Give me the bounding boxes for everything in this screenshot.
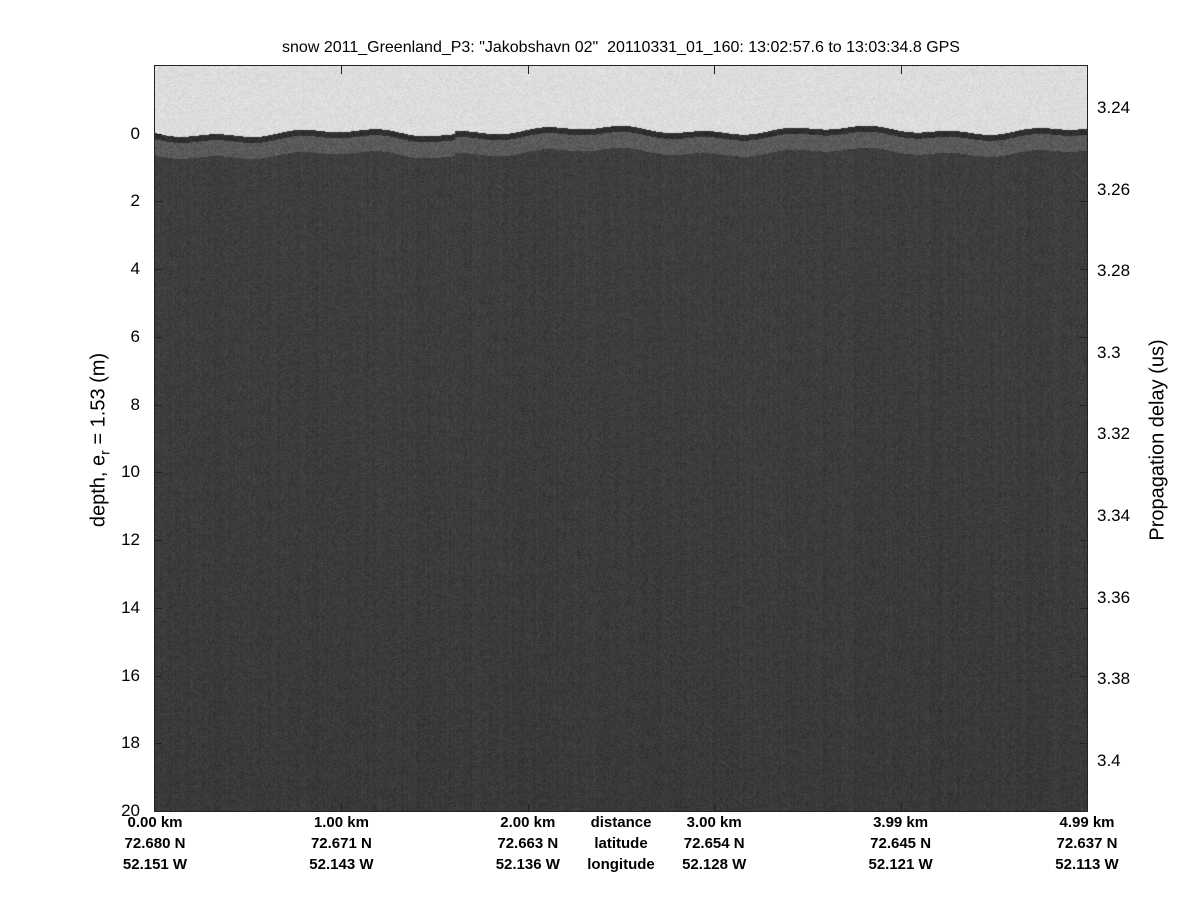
x-tick-label-distance: 3.99 km <box>873 814 929 831</box>
y-tick-mark <box>155 269 162 271</box>
x-tick-label-distance: 3.00 km <box>686 814 742 831</box>
echogram-plot-area <box>155 66 1087 811</box>
x-tick-mark-bottom <box>900 803 902 811</box>
y-label-suffix: = 1.53 (m) <box>87 352 110 451</box>
x-tick-label-longitude: 52.113 W <box>1055 856 1119 873</box>
y-tick-mark-right <box>1080 540 1087 542</box>
y-tick-mark-right <box>1080 133 1087 135</box>
x-tick-mark-bottom <box>527 803 529 811</box>
y-tick-label: 0 <box>130 123 140 143</box>
echogram-image <box>155 66 1087 811</box>
right-tick-label: 3.36 <box>1097 587 1131 607</box>
y-tick-label: 4 <box>130 259 140 279</box>
y-tick-mark <box>155 607 162 609</box>
x-tick-label-longitude: 52.151 W <box>122 856 188 873</box>
x-tick-mark-top <box>714 66 716 74</box>
x-tick-label-latitude: 72.663 N <box>497 835 559 852</box>
x-tick-label-longitude: 52.121 W <box>868 856 933 873</box>
y-tick-label: 18 <box>121 733 140 753</box>
x-row-label-distance: distance <box>590 814 652 831</box>
x-tick-mark-top <box>900 66 902 74</box>
right-tick-label: 3.28 <box>1097 261 1131 281</box>
x-tick-label-latitude: 72.671 N <box>310 835 372 852</box>
x-tick-mark-top <box>341 66 343 74</box>
y-tick-mark-right <box>1080 743 1087 745</box>
right-tick-label: 3.24 <box>1097 98 1131 118</box>
x-tick-label-distance: 4.99 km <box>1059 814 1115 831</box>
y-axis-label-right: Propagation delay (us) <box>1146 339 1169 541</box>
right-tick-label: 3.32 <box>1097 424 1131 444</box>
x-tick-mark-bottom <box>341 803 343 811</box>
y-tick-mark <box>155 743 162 745</box>
y-label-prefix: depth, e <box>87 454 110 528</box>
y-tick-label: 14 <box>121 597 140 617</box>
x-tick-label-latitude: 72.645 N <box>870 835 932 852</box>
y-tick-mark <box>155 404 162 406</box>
y-tick-mark <box>155 472 162 474</box>
x-tick-label-longitude: 52.143 W <box>309 856 374 873</box>
right-tick-label: 3.38 <box>1097 669 1131 689</box>
y-tick-label: 8 <box>130 394 140 414</box>
y-tick-mark <box>155 811 162 812</box>
right-tick-label: 3.26 <box>1097 179 1131 199</box>
y-tick-mark-right <box>1080 472 1087 474</box>
x-tick-label-longitude: 52.128 W <box>682 856 747 873</box>
y-tick-label: 20 <box>121 801 140 820</box>
right-tick-label: 3.34 <box>1097 506 1131 526</box>
x-tick-label-distance: 2.00 km <box>500 814 556 831</box>
x-tick-mark-top <box>527 66 529 74</box>
x-tick-label-latitude: 72.637 N <box>1056 835 1118 852</box>
y-tick-mark <box>155 133 162 135</box>
x-tick-label-longitude: 52.136 W <box>495 856 560 873</box>
x-tick-label-latitude: 72.654 N <box>683 835 745 852</box>
x-tick-label-latitude: 72.680 N <box>124 835 186 852</box>
y-tick-mark-right <box>1080 336 1087 338</box>
y-tick-mark <box>155 540 162 542</box>
chart-title: snow 2011_Greenland_P3: "Jakobshavn 02" … <box>282 39 960 56</box>
x-row-label-latitude: latitude <box>594 835 648 852</box>
x-tick-label-distance: 1.00 km <box>313 814 369 831</box>
y-tick-label: 6 <box>130 326 140 346</box>
y-tick-mark-right <box>1080 404 1087 406</box>
y-label-subscript: r <box>96 450 113 455</box>
right-tick-label: 3.3 <box>1097 342 1121 362</box>
y-tick-mark <box>155 336 162 338</box>
y-tick-mark-right <box>1080 811 1087 812</box>
y-tick-label: 2 <box>130 191 140 211</box>
y-tick-mark-right <box>1080 607 1087 609</box>
x-row-label-longitude: longitude <box>587 856 655 873</box>
y-tick-label: 16 <box>121 665 140 685</box>
y-tick-mark-right <box>1080 675 1087 677</box>
x-tick-mark-bottom <box>714 803 716 811</box>
y-axis-label-left: depth, er = 1.53 (m) <box>88 353 113 527</box>
y-tick-mark-right <box>1080 269 1087 271</box>
y-tick-mark <box>155 201 162 203</box>
y-tick-label: 10 <box>121 462 140 482</box>
x-tick-label-distance: 0.00 km <box>127 814 183 831</box>
y-tick-mark-right <box>1080 201 1087 203</box>
y-tick-mark <box>155 675 162 677</box>
right-tick-label: 3.4 <box>1097 750 1121 770</box>
y-tick-label: 12 <box>121 530 140 550</box>
